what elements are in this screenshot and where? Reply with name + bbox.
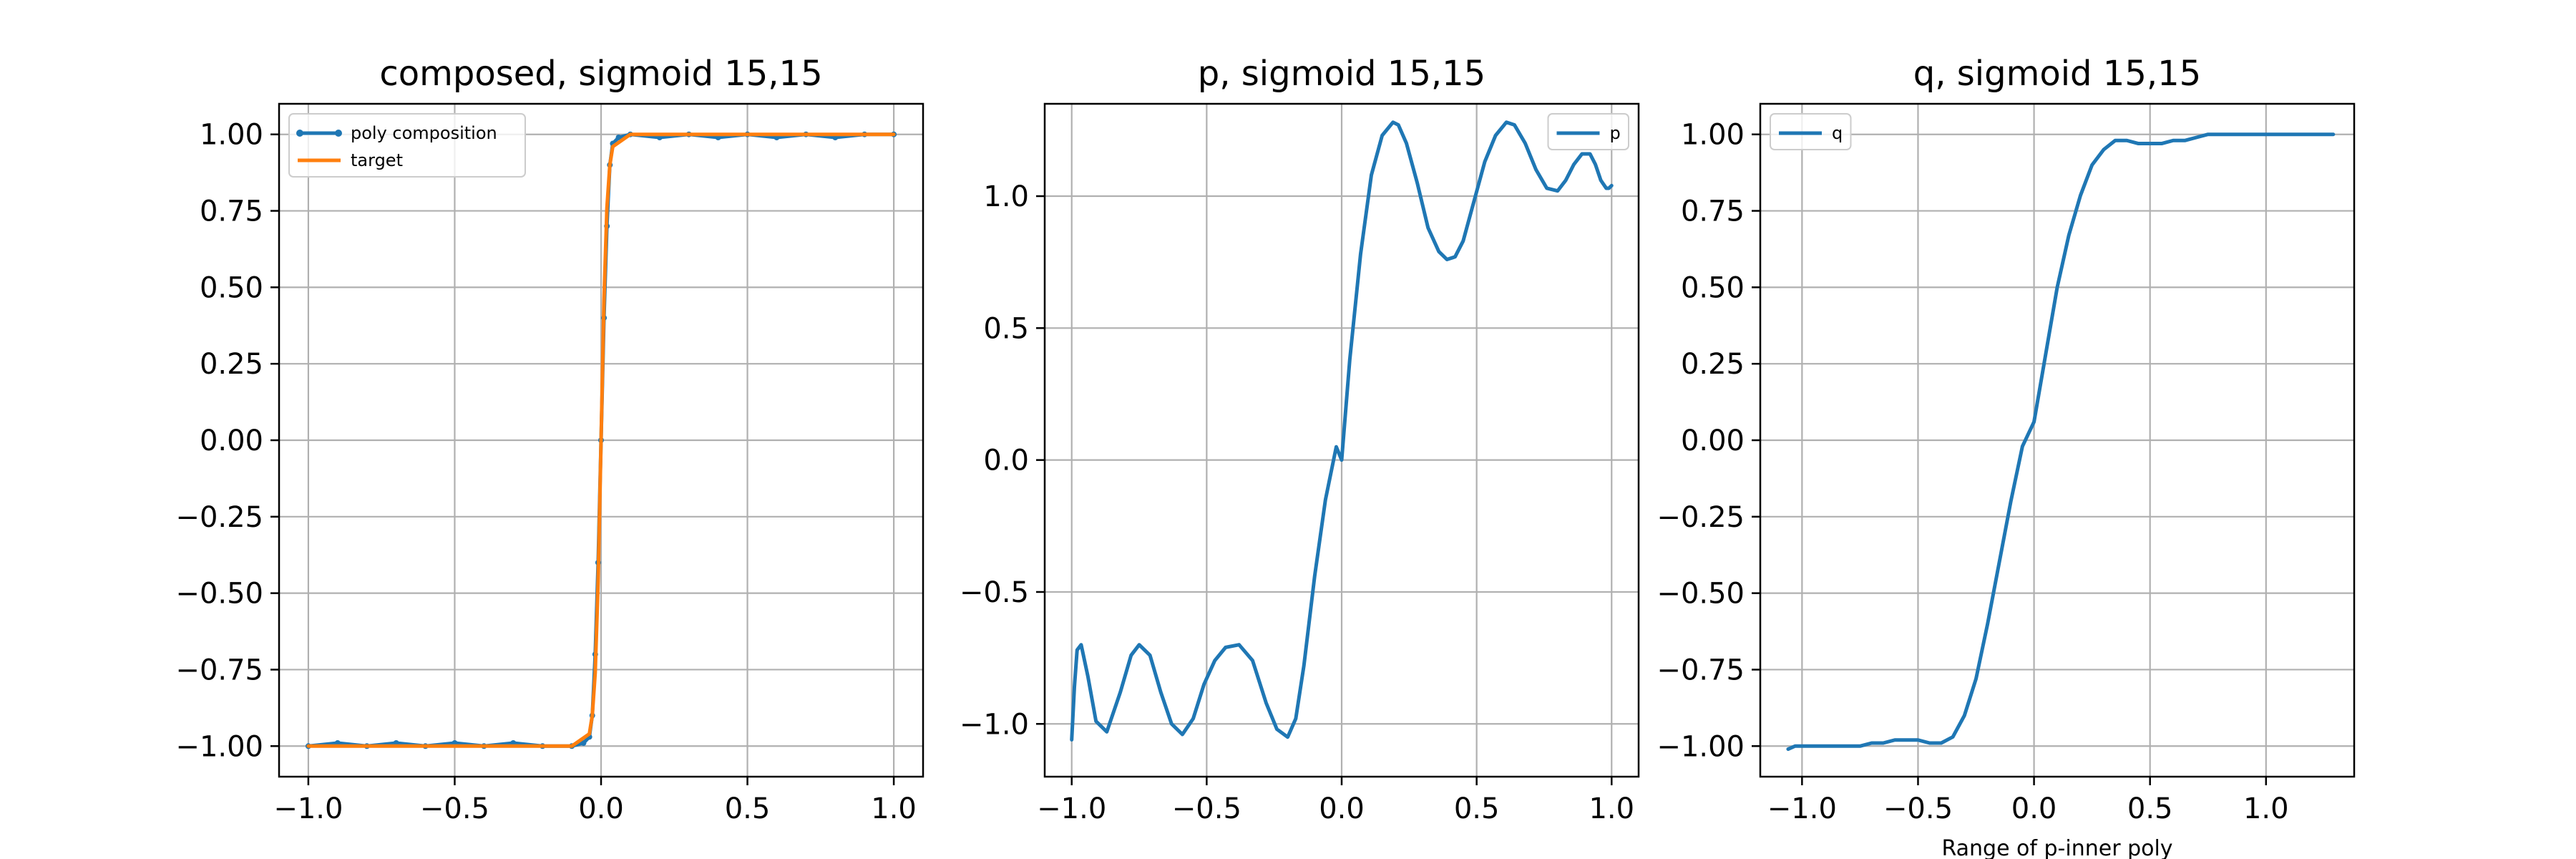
x-tick-label: −1.0 <box>1767 792 1837 825</box>
x-axis-label: Range of p-inner poly <box>1941 836 2172 859</box>
y-tick-label: 1.0 <box>983 180 1029 213</box>
legend-marker <box>296 130 303 137</box>
legend-label: p <box>1610 123 1621 143</box>
series-line-1 <box>1786 132 2336 752</box>
y-tick-label: −0.75 <box>175 654 263 686</box>
x-tick-label: 0.5 <box>2127 792 2173 825</box>
y-tick-label: 1.00 <box>200 119 263 152</box>
y-tick-label: 0.00 <box>200 424 263 457</box>
y-tick-label: 0.5 <box>983 312 1029 345</box>
y-tick-label: 0.25 <box>1681 348 1745 381</box>
data-point <box>580 740 587 746</box>
x-tick-label: −1.0 <box>273 792 343 825</box>
x-tick-label: 0.0 <box>2011 792 2057 825</box>
y-tick-label: −0.25 <box>175 501 263 534</box>
y-tick-label: 1.00 <box>1681 119 1745 152</box>
chart-title: composed, sigmoid 15,15 <box>379 54 822 94</box>
panel-2: −1.0 −0.5 0.0 0.5 1.0 −1.0 −0.5 0.0 0.5 1.0 p, sig… <box>960 54 1640 825</box>
x-tick-label: −0.5 <box>420 792 489 825</box>
legend-frame <box>288 113 526 178</box>
y-tick-label: 0.00 <box>1681 424 1745 457</box>
y-tick-label: −0.5 <box>960 576 1029 609</box>
panel-3: −1.0 −0.5 0.0 0.5 1.0 −1.00 −0.75 −0.50 −0.25 0.0… <box>1657 54 2356 859</box>
y-tick-label: 0.50 <box>200 271 263 304</box>
series-line-2 <box>306 132 896 748</box>
y-tick-label: −0.75 <box>1657 654 1745 686</box>
panel-1: −1.0 −0.5 0.0 0.5 1.0 −1.00 −0.75 −0.50 −0.25 0.0… <box>175 54 924 825</box>
y-tick-label: −0.50 <box>175 578 263 611</box>
y-tick-label: −1.0 <box>960 708 1029 741</box>
y-tick-label: −1.00 <box>175 730 263 763</box>
y-tick-label: 0.0 <box>983 445 1029 477</box>
y-tick-label: −0.25 <box>1657 501 1745 534</box>
chart-title: q, sigmoid 15,15 <box>1913 54 2201 94</box>
x-tick-label: 0.5 <box>1454 792 1500 825</box>
x-tick-label: 1.0 <box>2243 792 2289 825</box>
plot-area <box>305 131 897 749</box>
legend-label: target <box>351 150 403 170</box>
legend-marker <box>335 130 342 137</box>
legend: q <box>1770 113 1852 150</box>
series-line-1 <box>1070 120 1614 742</box>
chart-title: p, sigmoid 15,15 <box>1198 54 1485 94</box>
y-tick-label: 0.75 <box>1681 195 1745 228</box>
x-tick-label: 0.5 <box>725 792 771 825</box>
y-tick-label: 0.50 <box>1681 271 1745 304</box>
y-tick-label: −0.50 <box>1657 578 1745 611</box>
x-tick-label: 0.0 <box>1319 792 1365 825</box>
legend-label: q <box>1832 123 1843 143</box>
legend: p <box>1547 113 1629 150</box>
y-tick-label: −1.00 <box>1657 730 1745 763</box>
x-tick-label: −0.5 <box>1883 792 1953 825</box>
y-tick-label: 0.75 <box>200 195 263 228</box>
x-tick-label: −1.0 <box>1037 792 1106 825</box>
x-tick-label: −0.5 <box>1172 792 1241 825</box>
plot-area <box>1070 120 1614 742</box>
legend: poly composition target <box>288 113 526 178</box>
data-point <box>615 135 622 140</box>
y-tick-label: 0.25 <box>200 348 263 381</box>
x-tick-label: 1.0 <box>871 792 917 825</box>
legend-label: poly composition <box>351 123 497 143</box>
x-tick-label: 1.0 <box>1589 792 1634 825</box>
plot-area <box>1786 132 2336 752</box>
x-tick-label: 0.0 <box>578 792 624 825</box>
